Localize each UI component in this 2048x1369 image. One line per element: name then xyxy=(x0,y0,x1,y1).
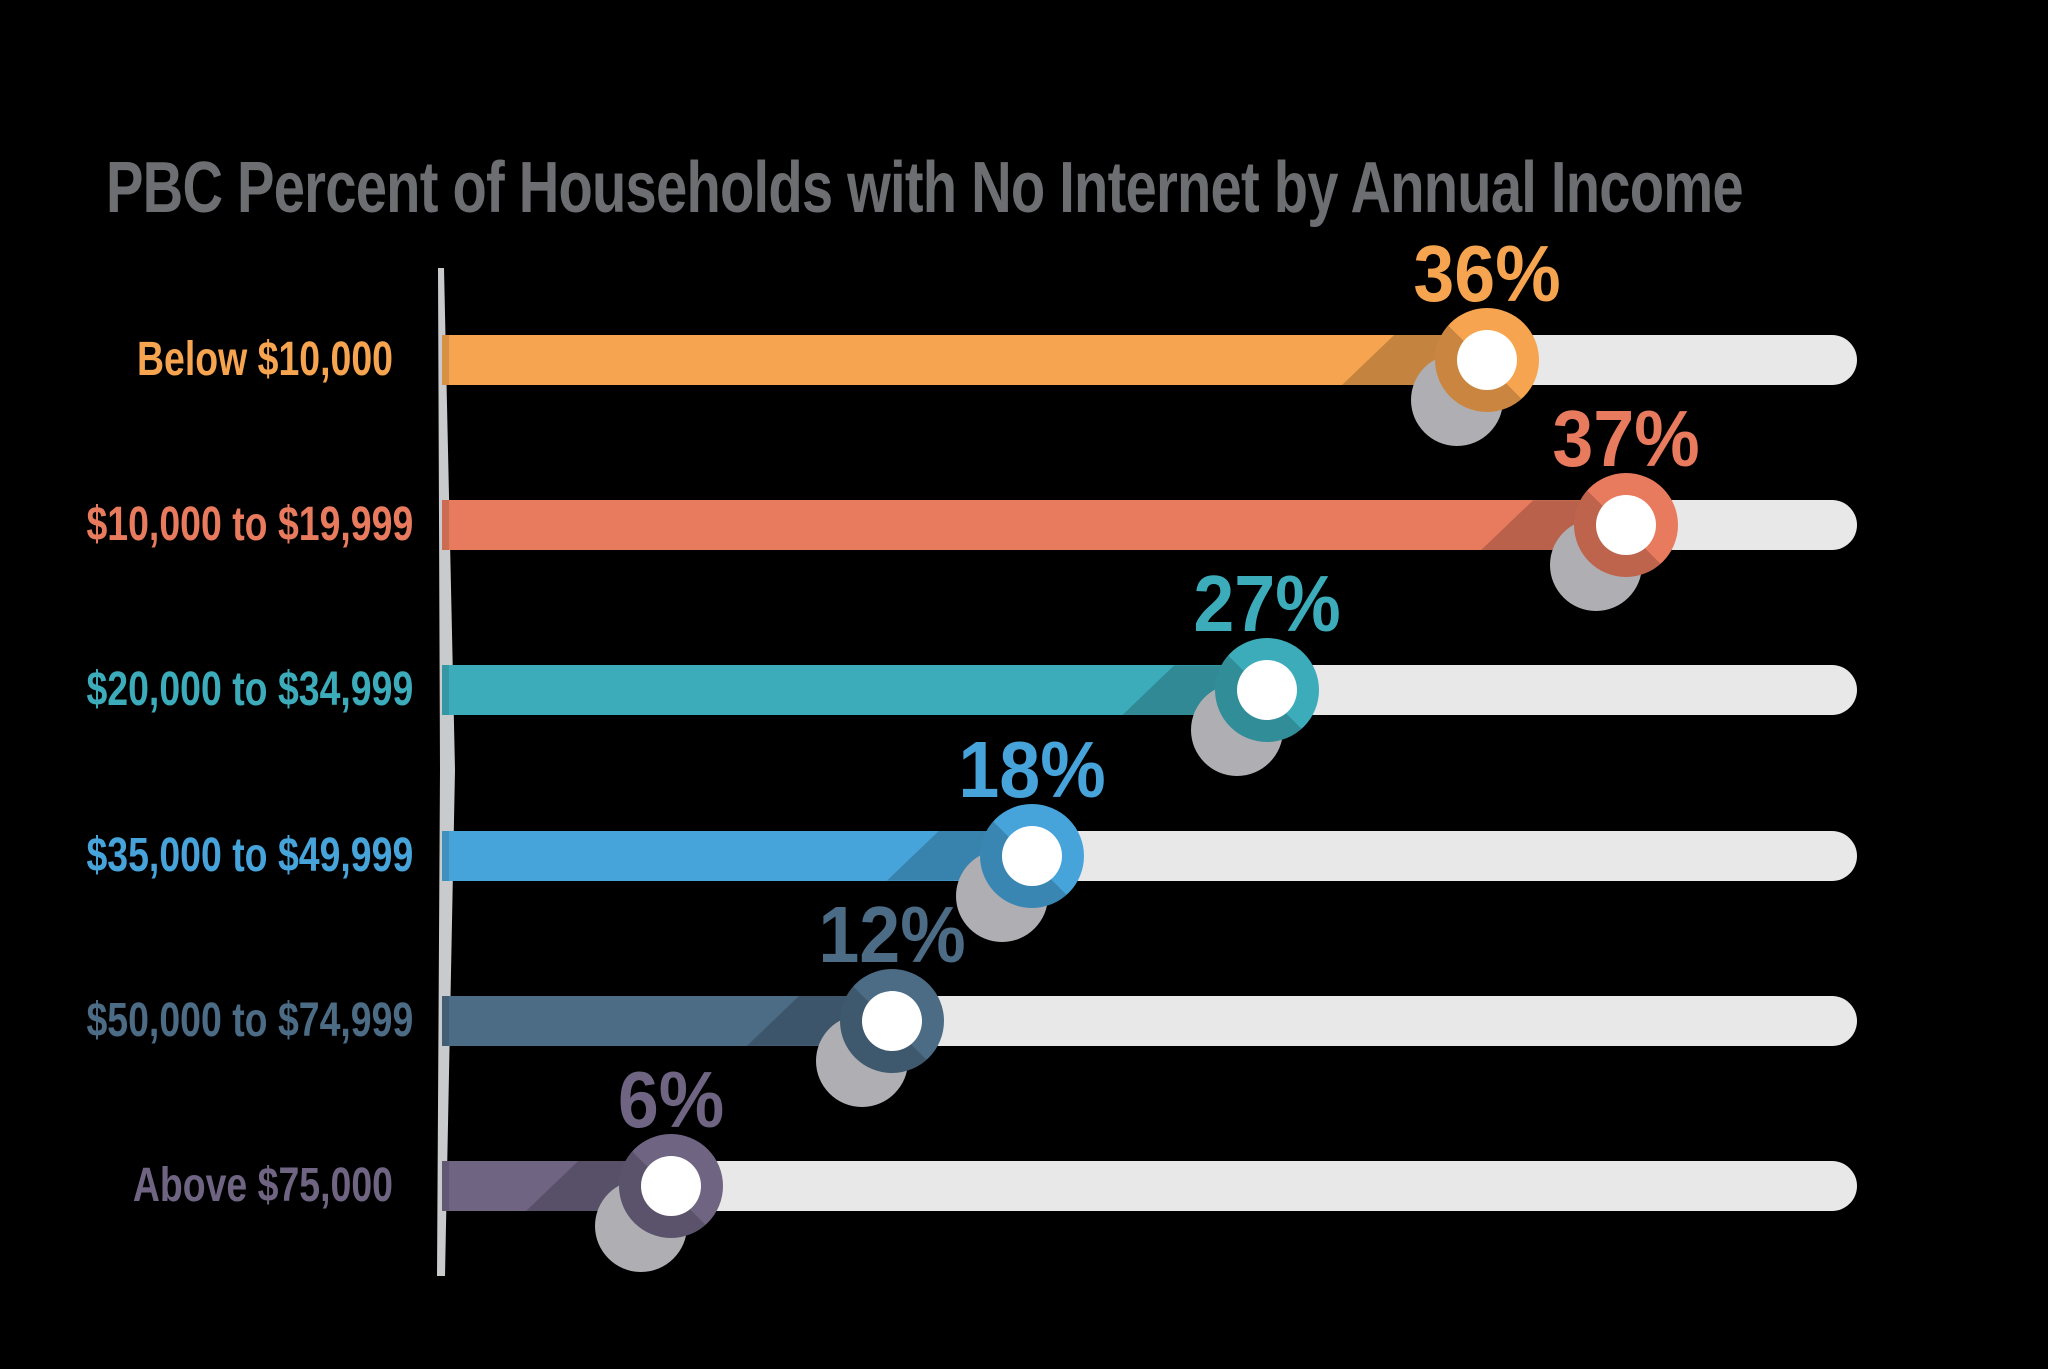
bar-edge-shade xyxy=(442,830,449,881)
value-label: 18% xyxy=(958,724,1106,814)
bar-edge-shade xyxy=(442,500,449,551)
category-label: $20,000 to $34,999 xyxy=(86,663,414,717)
value-label: 12% xyxy=(818,889,966,979)
bar-edge-shade xyxy=(442,995,449,1046)
bar-edge-shade xyxy=(442,665,449,716)
value-label: 6% xyxy=(617,1055,725,1144)
bar xyxy=(442,830,1032,881)
value-label: 36% xyxy=(1413,229,1561,318)
marker-ring xyxy=(619,1134,723,1238)
marker-ring xyxy=(1574,473,1678,578)
category-label: $35,000 to $49,999 xyxy=(86,828,414,882)
bar xyxy=(442,995,892,1046)
category-label: $10,000 to $19,999 xyxy=(86,498,414,552)
value-label: 37% xyxy=(1552,394,1700,484)
marker-center-dot xyxy=(1002,825,1062,886)
category-label: Above $75,000 xyxy=(132,1159,393,1212)
marker-ring xyxy=(980,803,1084,908)
y-axis-ribbon xyxy=(437,268,455,1276)
marker-center-dot xyxy=(641,1156,701,1216)
marker-center-dot xyxy=(1596,495,1656,556)
bar-edge-shade xyxy=(442,1161,449,1211)
marker-ring xyxy=(1215,638,1319,743)
bar xyxy=(442,335,1487,385)
marker-center-dot xyxy=(1457,330,1517,390)
value-label: 27% xyxy=(1193,559,1341,649)
category-label: $50,000 to $74,999 xyxy=(86,993,414,1047)
bar-edge-shade xyxy=(442,335,449,385)
chart-title: PBC Percent of Households with No Intern… xyxy=(106,148,1744,229)
marker-ring xyxy=(1435,308,1539,412)
bar xyxy=(442,500,1626,551)
bar xyxy=(442,665,1267,716)
marker-center-dot xyxy=(1237,660,1297,721)
category-label: Below $10,000 xyxy=(137,333,393,386)
marker-center-dot xyxy=(862,990,922,1051)
marker-ring xyxy=(840,968,944,1073)
